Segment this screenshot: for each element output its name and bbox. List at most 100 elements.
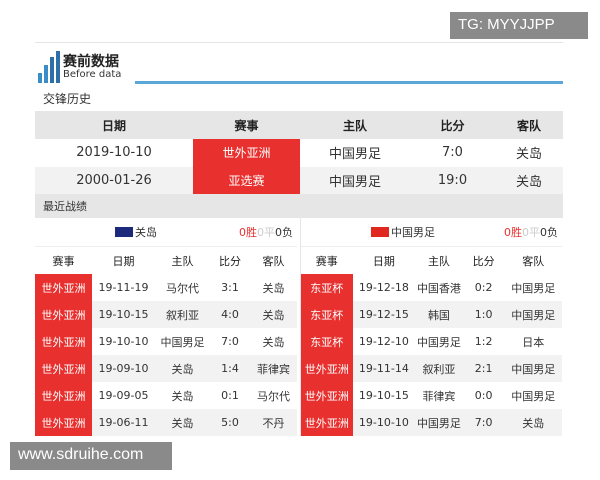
cell: 中国香港 xyxy=(416,281,461,295)
cell: 关岛 xyxy=(522,416,545,430)
team-name: 关岛 xyxy=(115,224,157,240)
cell: 0:1 xyxy=(221,389,239,402)
table-row: 世外亚洲 19-09-10 关岛 1:4 菲律宾 xyxy=(35,355,297,382)
record: 0胜0平0负 xyxy=(239,224,293,240)
cell: 菲律宾 xyxy=(422,389,456,403)
team-name: 中国男足 xyxy=(371,224,435,240)
competition-link[interactable]: 世外亚洲 xyxy=(193,139,300,167)
divider xyxy=(135,81,563,84)
wins: 0胜 xyxy=(504,226,522,239)
cell: 7:0 xyxy=(221,335,239,348)
team-header: 关岛 0胜0平0负 xyxy=(35,218,297,247)
cell: 19-09-10 xyxy=(98,362,149,375)
column-header: 比分 xyxy=(440,118,465,133)
competition-link[interactable]: 世外亚洲 xyxy=(35,274,92,301)
recent-section-title: 最近战绩 xyxy=(35,194,563,218)
competition-link[interactable]: 世外亚洲 xyxy=(301,382,353,409)
cell: 0:2 xyxy=(474,281,493,294)
cell: 关岛 xyxy=(171,362,194,376)
watermark-bottom: www.sdruihe.com xyxy=(10,442,172,470)
cell: 3:1 xyxy=(221,281,239,294)
record: 0胜0平0负 xyxy=(504,224,558,240)
draws: 0平 xyxy=(522,226,540,239)
column-header: 日期 xyxy=(372,254,395,268)
cell: 19-11-19 xyxy=(98,281,149,294)
h2h-section-title: 交锋历史 xyxy=(43,91,92,106)
table-row: 世外亚洲 19-11-14 叙利亚 2:1 中国男足 xyxy=(301,355,562,382)
team-header: 中国男足 0胜0平0负 xyxy=(301,218,562,247)
cell: 19-12-18 xyxy=(358,281,409,294)
cell: 7:0 xyxy=(474,416,493,429)
competition-link[interactable]: 世外亚洲 xyxy=(35,328,92,355)
competition-link[interactable]: 世外亚洲 xyxy=(35,409,92,436)
column-header: 日期 xyxy=(101,118,126,133)
cell: 菲律宾 xyxy=(257,362,290,376)
cell: 不丹 xyxy=(262,416,285,430)
competition-link[interactable]: 世外亚洲 xyxy=(35,355,92,382)
competition-link[interactable]: 世外亚洲 xyxy=(35,301,92,328)
cell: 马尔代 xyxy=(257,389,290,403)
cell: 中国男足 xyxy=(416,416,461,430)
cell: 日本 xyxy=(522,335,545,349)
team-name-label: 中国男足 xyxy=(391,226,435,239)
cell: 19-09-05 xyxy=(98,389,149,402)
table-row: 世外亚洲 19-10-15 菲律宾 0:0 中国男足 xyxy=(301,382,562,409)
cell: 2:1 xyxy=(474,362,493,375)
competition-link[interactable]: 亚选赛 xyxy=(193,166,300,194)
column-header: 赛事 xyxy=(315,254,338,268)
table-row: 世外亚洲 19-09-05 关岛 0:1 马尔代 xyxy=(35,382,297,409)
cell: 关岛 xyxy=(515,174,542,190)
table-row: 东亚杯 19-12-15 韩国 1:0 中国男足 xyxy=(301,301,562,328)
column-header: 赛事 xyxy=(52,254,75,268)
cell: 马尔代 xyxy=(166,281,199,295)
china-flag-icon xyxy=(371,227,389,237)
competition-link[interactable]: 世外亚洲 xyxy=(301,409,353,436)
table-row: 世外亚洲 19-06-11 关岛 5:0 不丹 xyxy=(35,409,297,436)
draws: 0平 xyxy=(257,226,275,239)
cell: 中国男足 xyxy=(511,308,556,322)
competition-link[interactable]: 世外亚洲 xyxy=(301,355,353,382)
cell: 中国男足 xyxy=(511,389,556,403)
column-header: 比分 xyxy=(472,254,495,268)
cell: 7:0 xyxy=(442,145,463,161)
cell: 19-10-10 xyxy=(98,335,149,348)
cell: 1:0 xyxy=(474,308,493,321)
column-header: 客队 xyxy=(262,254,285,268)
cell: 0:0 xyxy=(474,389,493,402)
cell: 19:0 xyxy=(437,172,468,188)
competition-link[interactable]: 东亚杯 xyxy=(301,274,353,301)
column-header: 客队 xyxy=(516,118,541,133)
column-header: 客队 xyxy=(522,254,545,268)
cell: 19-10-15 xyxy=(98,308,149,321)
cell: 中国男足 xyxy=(511,362,556,376)
cell: 中国男足 xyxy=(328,174,381,190)
cell: 19-06-11 xyxy=(98,416,149,429)
header-subtitle: Before data xyxy=(63,69,122,80)
cell: 中国男足 xyxy=(511,281,556,295)
header-title: 赛前数据 xyxy=(63,54,119,70)
column-header-row: 赛事 日期 主队 比分 客队 xyxy=(35,247,297,274)
cell: 韩国 xyxy=(427,308,450,322)
cell: 关岛 xyxy=(262,308,285,322)
guam-flag-icon xyxy=(115,227,133,237)
cell: 1:2 xyxy=(474,335,493,348)
table-row: 东亚杯 19-12-10 中国男足 1:2 日本 xyxy=(301,328,562,355)
table-row: 2019-10-10 世外亚洲 中国男足 7:0 关岛 xyxy=(35,139,563,167)
table-row: 世外亚洲 19-11-19 马尔代 3:1 关岛 xyxy=(35,274,297,301)
competition-link[interactable]: 东亚杯 xyxy=(301,328,353,355)
column-header: 比分 xyxy=(219,254,241,268)
column-header-row: 赛事 日期 主队 比分 客队 xyxy=(301,247,562,274)
cell: 19-10-15 xyxy=(358,389,409,402)
cell: 叙利亚 xyxy=(422,362,456,376)
cell: 4:0 xyxy=(221,308,239,321)
competition-link[interactable]: 东亚杯 xyxy=(301,301,353,328)
cell: 关岛 xyxy=(171,389,194,403)
column-header: 日期 xyxy=(112,254,135,268)
cell: 2000-01-26 xyxy=(76,172,152,188)
column-header: 主队 xyxy=(171,254,194,268)
team-name-label: 关岛 xyxy=(135,226,157,239)
cell: 叙利亚 xyxy=(166,308,199,322)
column-header: 赛事 xyxy=(234,118,259,133)
cell: 中国男足 xyxy=(416,335,461,349)
competition-link[interactable]: 世外亚洲 xyxy=(35,382,92,409)
